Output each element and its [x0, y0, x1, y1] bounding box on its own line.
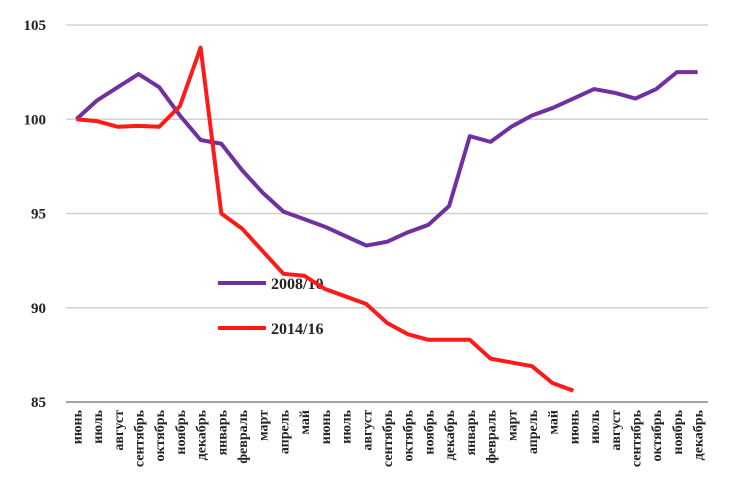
x-tick-label: август: [609, 410, 624, 451]
x-tick-label: июнь: [567, 409, 582, 444]
series-line: [76, 45, 575, 393]
x-tick-label: декабрь: [443, 409, 458, 460]
x-tick-label: январь: [215, 409, 230, 455]
x-tick-label: ноябрь: [174, 409, 189, 454]
y-tick-label: 100: [24, 112, 47, 128]
x-tick-label: сентябрь: [381, 409, 396, 467]
x-tick-label: сентябрь: [132, 409, 147, 467]
x-tick-label: февраль: [236, 409, 251, 463]
x-tick-label: июнь: [319, 409, 334, 444]
y-tick-label: 90: [31, 301, 46, 317]
x-tick-label: июль: [340, 409, 355, 443]
x-tick-label: апрель: [526, 409, 541, 454]
x-tick-label: июль: [91, 409, 106, 443]
x-tick-label: сентябрь: [630, 409, 645, 467]
legend-label: 2014/16: [271, 321, 323, 338]
x-tick-label: июль: [588, 409, 603, 443]
x-tick-label: октябрь: [153, 409, 168, 461]
x-tick-label: август: [112, 410, 127, 451]
x-tick-label: ноябрь: [671, 409, 686, 454]
x-tick-label: январь: [464, 409, 479, 455]
x-tick-label: март: [257, 410, 272, 441]
x-tick-label: ноябрь: [422, 409, 437, 454]
x-tick-label: июнь: [70, 409, 85, 444]
y-tick-label: 95: [31, 207, 46, 223]
series-line: [75, 70, 698, 248]
x-tick-label: октябрь: [650, 409, 665, 461]
x-tick-label: февраль: [485, 409, 500, 463]
x-tick-label: май: [547, 410, 562, 435]
x-tick-label: март: [505, 410, 520, 441]
x-tick-label: октябрь: [402, 409, 417, 461]
x-tick-label: декабрь: [195, 409, 210, 460]
y-tick-label: 105: [24, 18, 47, 34]
x-tick-label: декабрь: [692, 409, 707, 460]
y-tick-label: 85: [31, 395, 46, 411]
x-tick-label: май: [298, 410, 313, 435]
x-tick-label: август: [360, 410, 375, 451]
x-tick-label: апрель: [277, 409, 292, 454]
